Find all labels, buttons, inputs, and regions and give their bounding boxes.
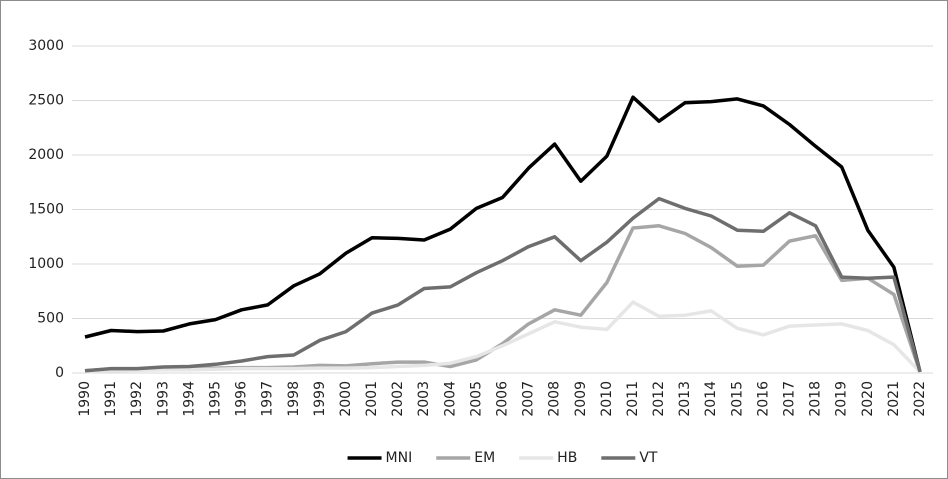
legend-label: MNI bbox=[386, 450, 413, 466]
x-tick-label: 1995 bbox=[208, 381, 224, 417]
y-tick-label: 2500 bbox=[28, 93, 64, 109]
y-tick-label: 2000 bbox=[28, 147, 64, 163]
y-tick-label: 1500 bbox=[28, 202, 64, 218]
x-tick-label: 2015 bbox=[729, 381, 745, 417]
x-tick-label: 2012 bbox=[651, 381, 667, 417]
x-tick-label: 2019 bbox=[834, 381, 850, 417]
x-tick-label: 2013 bbox=[677, 381, 693, 417]
y-tick-label: 1000 bbox=[28, 256, 64, 272]
x-tick-label: 2002 bbox=[390, 381, 406, 417]
x-tick-label: 1999 bbox=[312, 381, 328, 417]
x-tick-label: 2008 bbox=[547, 381, 563, 417]
legend-label: EM bbox=[474, 450, 495, 466]
x-tick-label: 1996 bbox=[234, 381, 250, 417]
x-tick-label: 1991 bbox=[103, 381, 119, 417]
x-tick-label: 2006 bbox=[495, 381, 511, 417]
x-tick-label: 2021 bbox=[886, 381, 902, 417]
x-tick-label: 2005 bbox=[468, 381, 484, 417]
x-tick-label: 1997 bbox=[260, 381, 276, 417]
x-tick-label: 2001 bbox=[364, 381, 380, 417]
x-tick-label: 2017 bbox=[782, 381, 798, 417]
x-tick-label: 1990 bbox=[77, 381, 93, 417]
x-tick-label: 2016 bbox=[755, 381, 771, 417]
legend-label: HB bbox=[557, 450, 577, 466]
y-tick-label: 0 bbox=[55, 365, 64, 381]
y-tick-label: 3000 bbox=[28, 38, 64, 54]
x-tick-label: 2007 bbox=[521, 381, 537, 417]
x-tick-label: 1994 bbox=[181, 381, 197, 417]
x-tick-label: 2011 bbox=[625, 381, 641, 417]
legend-label: VT bbox=[639, 450, 658, 466]
series-line bbox=[84, 300, 922, 374]
x-tick-label: 2009 bbox=[573, 381, 589, 417]
x-tick-label: 2020 bbox=[860, 381, 876, 417]
series-line bbox=[84, 95, 922, 373]
x-tick-label: 2018 bbox=[808, 381, 824, 417]
x-tick-label: 1992 bbox=[129, 381, 145, 417]
y-tick-label: 500 bbox=[37, 311, 64, 327]
x-tick-label: 2014 bbox=[703, 381, 719, 417]
legend: MNI EM HB VT bbox=[347, 450, 658, 466]
x-tick-label: 1993 bbox=[155, 381, 171, 417]
x-tick-label: 2010 bbox=[599, 381, 615, 417]
x-tick-label: 2004 bbox=[442, 381, 458, 417]
x-tick-label: 2003 bbox=[416, 381, 432, 417]
series-line bbox=[84, 196, 922, 373]
x-tick-label: 1998 bbox=[286, 381, 302, 417]
x-tick-label: 2000 bbox=[338, 381, 354, 417]
x-tick-label: 2022 bbox=[912, 381, 928, 417]
